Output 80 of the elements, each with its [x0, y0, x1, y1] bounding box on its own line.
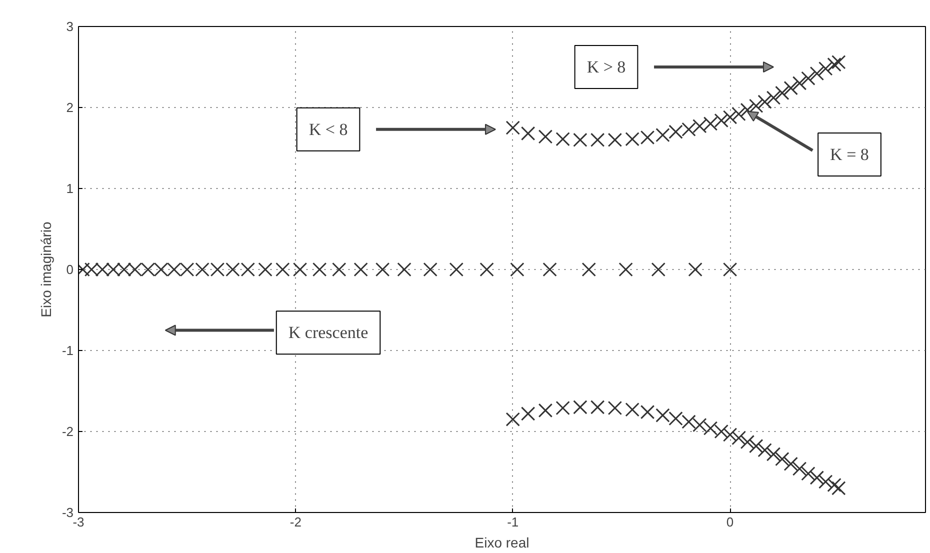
point [722, 110, 738, 124]
point [740, 102, 755, 118]
x-axis-title: Eixo real [474, 534, 530, 550]
point [651, 262, 666, 277]
point [375, 262, 390, 277]
point [810, 470, 824, 485]
point [792, 462, 807, 476]
point [556, 400, 570, 416]
point [354, 262, 368, 277]
point [810, 66, 824, 81]
annotation: K < 8 [308, 120, 348, 139]
y-tick-label: -2 [62, 424, 74, 439]
point [740, 434, 755, 450]
point [292, 262, 308, 277]
point [538, 403, 553, 418]
point [758, 94, 772, 109]
point [573, 132, 588, 148]
point [775, 86, 790, 100]
point [608, 400, 622, 416]
annotation: K > 8 [586, 58, 626, 76]
x-tick-label: -1 [507, 514, 519, 530]
point [818, 62, 833, 76]
point [520, 126, 536, 141]
point [732, 430, 746, 446]
point [766, 90, 781, 105]
point [832, 481, 846, 496]
point [766, 447, 781, 462]
point [758, 443, 772, 458]
point [792, 76, 807, 90]
y-tick-label: -1 [62, 343, 74, 358]
point [556, 132, 570, 146]
y-tick-label: 0 [66, 262, 74, 277]
point [397, 262, 412, 277]
point [784, 456, 798, 472]
point [423, 262, 438, 277]
point [506, 412, 520, 426]
point [538, 130, 553, 144]
point [449, 262, 464, 277]
point [775, 452, 790, 466]
point [732, 106, 746, 122]
point [827, 478, 842, 492]
point [258, 262, 272, 277]
point [276, 262, 290, 277]
point [748, 98, 764, 113]
point [748, 438, 764, 454]
point [312, 262, 327, 277]
point [784, 80, 798, 96]
point [714, 113, 728, 128]
point [703, 421, 718, 436]
point [714, 424, 728, 439]
y-tick-label: 2 [66, 100, 74, 115]
point [801, 71, 816, 86]
point [480, 262, 494, 277]
annotation: K crescente [288, 323, 368, 342]
point [692, 418, 707, 432]
point [608, 132, 622, 148]
point [832, 55, 846, 70]
point [510, 262, 524, 277]
annotation: K = 8 [830, 144, 869, 164]
point [722, 262, 738, 277]
point [688, 262, 702, 277]
point [542, 262, 557, 277]
y-tick-label: -3 [62, 505, 74, 520]
point [520, 406, 536, 421]
y-tick-label: 1 [66, 181, 74, 196]
y-tick-label: 3 [66, 19, 74, 34]
point [332, 262, 346, 277]
y-axis-title: Eixo imaginário [38, 221, 54, 318]
point [506, 120, 520, 135]
point [573, 400, 588, 414]
point [590, 132, 605, 148]
point [618, 262, 633, 277]
point [722, 428, 738, 442]
point [801, 466, 816, 481]
x-tick-label: 0 [726, 514, 734, 530]
x-tick-label: -2 [290, 514, 302, 530]
point [818, 474, 833, 489]
point [590, 400, 605, 414]
point [827, 57, 842, 72]
point [582, 262, 596, 277]
